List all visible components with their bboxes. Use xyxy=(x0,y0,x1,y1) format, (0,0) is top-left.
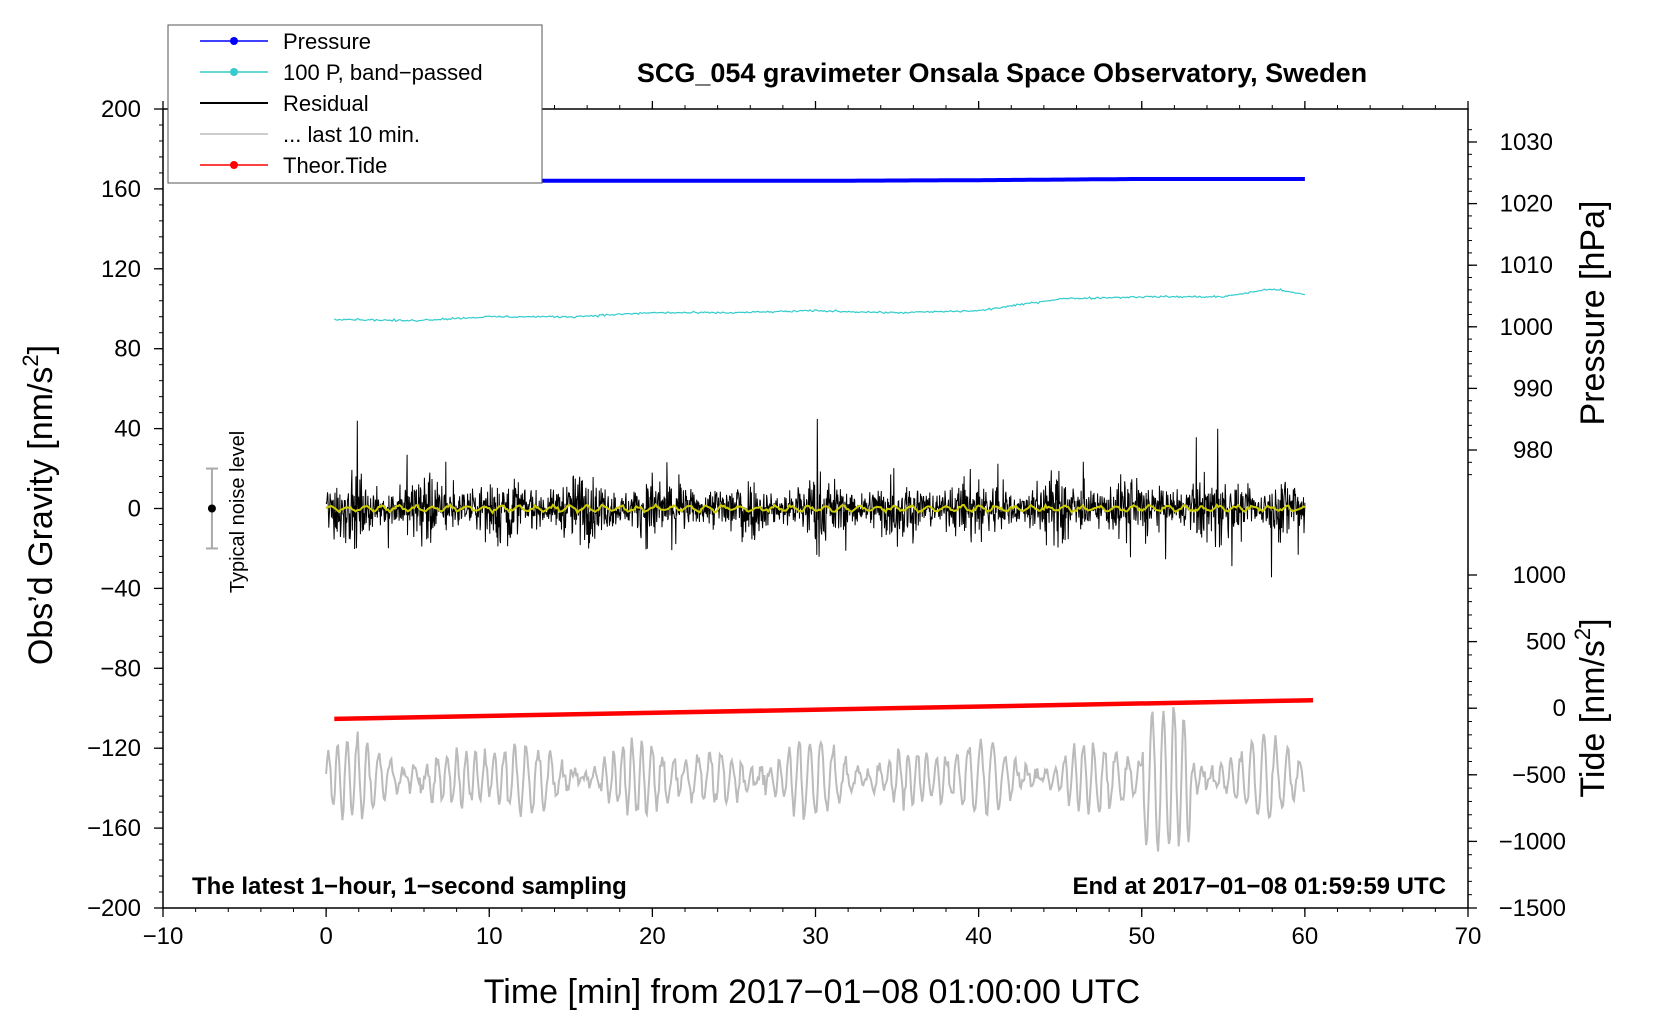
y-tick-label-tide: −1000 xyxy=(1499,828,1566,855)
y-tick-label-gravity: 160 xyxy=(101,176,141,203)
y-tick-label-gravity: −40 xyxy=(100,575,141,602)
y-axis-label-tide: Tide [nm/s2] xyxy=(1570,618,1612,797)
x-tick-label: 10 xyxy=(476,923,503,950)
y-tick-label-gravity: −80 xyxy=(100,655,141,682)
y-tick-label-tide: −1500 xyxy=(1499,895,1566,922)
legend: Pressure 100 P, band−passed Residual ... la… xyxy=(167,24,543,184)
x-tick-label: 50 xyxy=(1128,923,1155,950)
noise-level-marker xyxy=(205,467,218,550)
annotation-end-time: End at 2017−01−08 01:59:59 UTC xyxy=(1072,873,1446,900)
y-tick-label-gravity: 120 xyxy=(101,256,141,283)
y-axis-label-gravity: Obs’d Gravity [nm/s2] xyxy=(18,345,60,665)
y-axis-label-pressure: Pressure [hPa] xyxy=(1574,201,1612,426)
y-tick-label-gravity: 200 xyxy=(101,96,141,123)
x-tick-label: −10 xyxy=(143,923,184,950)
y-tick-label-pressure: 1030 xyxy=(1500,129,1553,156)
series-residual xyxy=(325,418,1306,578)
series-last-10-min xyxy=(325,706,1305,852)
y-tick-label-gravity: 40 xyxy=(114,416,141,443)
y-tick-label-tide: 0 xyxy=(1553,695,1566,722)
series-layer xyxy=(325,177,1314,852)
legend-label: Pressure xyxy=(283,29,371,54)
legend-marker xyxy=(230,37,238,45)
y-tick-label-gravity: −160 xyxy=(87,815,141,842)
y-tick-label-pressure: 990 xyxy=(1513,375,1553,402)
y-tick-label-gravity: −200 xyxy=(87,895,141,922)
noise-level-label: Typical noise level xyxy=(227,431,249,593)
y-tick-label-tide: −500 xyxy=(1512,762,1566,789)
y-tick-label-pressure: 1010 xyxy=(1500,252,1553,279)
legend-label: Theor.Tide xyxy=(283,153,387,178)
y-tick-label-gravity: 0 xyxy=(128,496,141,523)
y-tick-label-pressure: 1020 xyxy=(1500,191,1553,218)
y-tick-label-tide: 500 xyxy=(1526,629,1566,656)
x-tick-label: 70 xyxy=(1455,923,1482,950)
noise-center-point xyxy=(207,504,216,513)
legend-marker xyxy=(230,68,238,76)
x-axis-label: Time [min] from 2017−01−08 01:00:00 UTC xyxy=(484,973,1140,1011)
chart-title: SCG_054 gravimeter Onsala Space Observat… xyxy=(637,58,1367,88)
annotation-sampling: The latest 1−hour, 1−second sampling xyxy=(192,873,627,900)
y-axis-label-tide-sup: 2 xyxy=(1570,628,1595,640)
legend-marker xyxy=(230,161,238,169)
y-tick-label-tide: 1000 xyxy=(1513,562,1566,589)
x-tick-label: 60 xyxy=(1292,923,1319,950)
legend-label: ... last 10 min. xyxy=(283,122,420,147)
x-tick-label: 40 xyxy=(965,923,992,950)
y-axis-label-gravity-main: Obs’d Gravity [nm/s xyxy=(22,367,60,666)
y-axis-label-tide-main: Tide [nm/s xyxy=(1574,640,1612,797)
legend-label: Residual xyxy=(283,91,369,116)
series-band-passed xyxy=(334,288,1305,323)
series-residual-smoothed xyxy=(325,502,1306,515)
y-tick-label-gravity: −120 xyxy=(87,735,141,762)
x-tick-label: 30 xyxy=(802,923,829,950)
tick-layer: −10 0 10 20 30 40 50 60 7020016012080400−40−80−1… xyxy=(87,96,1566,950)
legend-label: 100 P, band−passed xyxy=(283,60,483,85)
y-axis-label-gravity-end: ] xyxy=(22,345,60,354)
y-tick-label-pressure: 1000 xyxy=(1500,314,1553,341)
x-tick-label: 20 xyxy=(639,923,666,950)
y-tick-label-pressure: 980 xyxy=(1513,437,1553,464)
y-tick-label-gravity: 80 xyxy=(114,336,141,363)
y-axis-label-gravity-sup: 2 xyxy=(18,354,43,366)
series-theor-tide xyxy=(334,697,1314,722)
y-axis-label-tide-end: ] xyxy=(1574,618,1612,627)
x-tick-label: 0 xyxy=(319,923,332,950)
